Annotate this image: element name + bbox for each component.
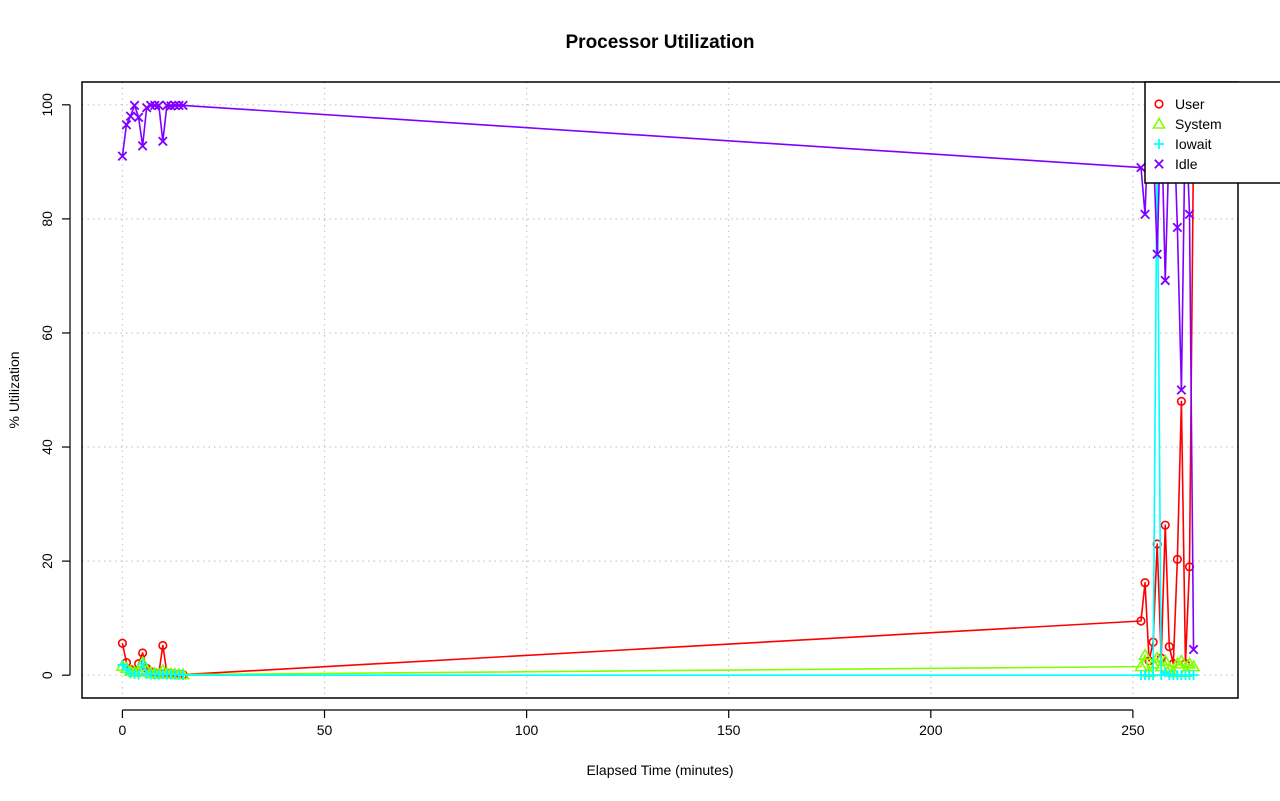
x-tick-label: 0 — [119, 722, 127, 738]
series-line-user — [121, 140, 1195, 676]
data-point-idle — [1172, 222, 1183, 233]
legend-label-iowait: Iowait — [1175, 136, 1212, 152]
y-tick-label: 60 — [39, 325, 55, 341]
data-point-user — [117, 638, 128, 648]
data-point-iowait — [178, 670, 189, 681]
data-point-idle — [174, 100, 184, 111]
data-point-idle — [149, 100, 160, 111]
series-line-system — [122, 654, 1195, 676]
grid — [82, 82, 1238, 698]
y-tick-label: 40 — [39, 439, 55, 455]
y-axis: 0 20 40 60 80 100 — [39, 93, 71, 679]
plot-frame — [81, 81, 1239, 699]
y-tick-label: 80 — [39, 211, 55, 227]
y-tick-label: 100 — [39, 93, 55, 117]
data-point-user — [1140, 578, 1150, 588]
legend-label-user: User — [1175, 96, 1205, 112]
data-point-idle — [153, 100, 164, 111]
legend-label-idle: Idle — [1175, 156, 1198, 172]
legend-box — [1144, 81, 1280, 184]
data-point-idle — [1188, 644, 1199, 655]
data-point-idle — [158, 136, 168, 147]
data-point-idle — [1176, 385, 1187, 395]
series-line-iowait — [121, 141, 1194, 676]
data-point-system — [1158, 653, 1173, 666]
series-layer — [115, 99, 1201, 681]
data-point-idle — [1136, 162, 1146, 173]
series-idle — [117, 99, 1199, 655]
legend-marker-user — [1154, 99, 1164, 109]
data-point-system — [1170, 656, 1185, 669]
y-tick-label: 20 — [39, 553, 55, 569]
x-tick-label: 250 — [1121, 722, 1145, 738]
data-point-idle — [178, 100, 188, 111]
data-point-user — [1164, 642, 1174, 652]
data-point-idle — [1184, 209, 1195, 220]
legend-label-system: System — [1175, 116, 1222, 132]
x-axis: 0 50 100 150 200 250 — [119, 709, 1145, 738]
x-tick-label: 200 — [919, 722, 943, 738]
data-point-idle — [1152, 249, 1162, 260]
legend: User System Iowait Idle — [1144, 81, 1280, 184]
x-tick-label: 100 — [515, 722, 539, 738]
chart-title: Processor Utilization — [566, 32, 755, 53]
legend-marker-idle — [1154, 159, 1164, 169]
data-point-user — [1176, 396, 1187, 407]
series-iowait — [117, 136, 1199, 681]
series-system — [115, 648, 1201, 680]
data-point-iowait — [1188, 670, 1199, 681]
x-tick-label: 50 — [317, 722, 333, 738]
x-tick-label: 150 — [717, 722, 741, 738]
data-point-system — [1138, 648, 1152, 661]
data-point-user — [1172, 554, 1182, 565]
data-point-system — [1150, 650, 1165, 663]
series-line-idle — [121, 104, 1195, 650]
data-point-idle — [1140, 209, 1150, 220]
legend-marker-iowait — [1154, 139, 1164, 149]
data-point-user — [1136, 616, 1146, 626]
data-point-user — [158, 640, 168, 651]
data-point-idle — [170, 100, 180, 111]
data-point-idle — [121, 119, 132, 130]
y-tick-label: 0 — [39, 671, 55, 679]
data-point-iowait — [137, 658, 148, 669]
x-axis-label: Elapsed Time (minutes) — [586, 762, 733, 778]
data-point-user — [1160, 520, 1170, 530]
data-point-idle — [145, 100, 156, 111]
data-point-idle — [129, 100, 140, 111]
series-user — [117, 136, 1199, 680]
data-point-system — [1174, 653, 1189, 666]
legend-marker-system — [1152, 116, 1166, 129]
data-point-idle — [137, 141, 148, 151]
data-point-idle — [117, 151, 128, 161]
data-point-idle — [1160, 275, 1171, 286]
y-axis-label: % Utilization — [6, 351, 22, 428]
data-point-idle — [133, 112, 144, 123]
data-point-idle — [125, 111, 136, 122]
